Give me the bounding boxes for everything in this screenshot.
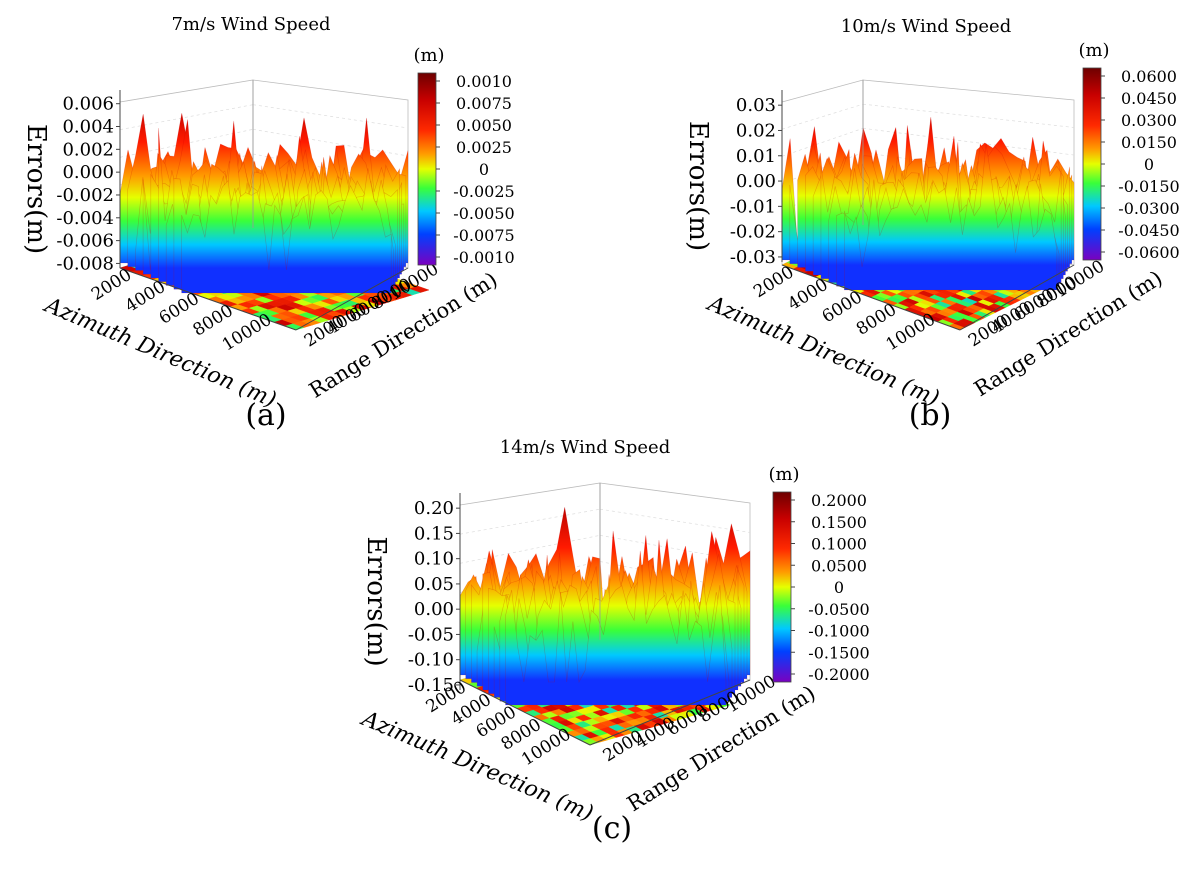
colorbar-unit: (m) <box>768 464 799 485</box>
z-tick-label: 0.01 <box>736 146 776 167</box>
z-tick-label: -0.006 <box>56 231 114 252</box>
colorbar-tick-label: 0.0050 <box>456 116 512 135</box>
colorbar-tick-label: -0.0050 <box>453 204 514 223</box>
colorbar-tick-label: 0.0300 <box>1121 111 1177 130</box>
surface-ridge <box>843 143 1058 291</box>
colorbar-tick-label: -0.0075 <box>453 226 514 245</box>
colorbar-tick-label: -0.0500 <box>808 600 869 619</box>
error-surface <box>119 113 409 294</box>
x-axis-line <box>781 264 961 331</box>
colorbar-tick-label: -0.0150 <box>1118 177 1179 196</box>
z-tick-label: -0.008 <box>56 253 114 274</box>
grid-line <box>781 128 864 157</box>
colorbar-tick-label: 0.0150 <box>1121 133 1177 152</box>
z-tick-label: -0.01 <box>730 196 776 217</box>
z-axis-title: Errors(m) <box>683 121 713 251</box>
z-tick-label: -0.02 <box>730 222 776 243</box>
colorbar <box>417 72 437 266</box>
z-tick-label: -0.03 <box>730 247 776 268</box>
z-axis-title: Errors(m) <box>21 124 51 254</box>
colorbar-tick-label: -0.2000 <box>808 665 869 684</box>
colorbar-tick-label: -0.0300 <box>1118 199 1179 218</box>
z-tick-label: 0.20 <box>414 498 454 519</box>
z-tick-label: 0.00 <box>414 599 454 620</box>
grid-line <box>599 508 751 533</box>
colorbar-tick-label: 0.0025 <box>456 138 512 157</box>
error-surface <box>459 507 751 706</box>
grid-line <box>119 104 254 131</box>
colorbar-tick-label: -0.0450 <box>1118 221 1179 240</box>
panel-label: (a) <box>245 398 286 433</box>
colorbar-tick-label: 0 <box>1144 155 1154 174</box>
x-axis-line <box>459 679 591 746</box>
z-tick-label: 0.10 <box>414 549 454 570</box>
z-tick-label: -0.10 <box>408 650 454 671</box>
colorbar-tick-label: 0 <box>834 578 844 597</box>
colorbar-tick-label: 0.0075 <box>456 94 512 113</box>
z-axis-title: Errors(m) <box>361 536 391 666</box>
colorbar-unit: (m) <box>413 45 444 66</box>
error-surface <box>781 116 1075 291</box>
colorbar-tick-label: -0.1500 <box>808 643 869 662</box>
colorbar <box>1082 67 1102 261</box>
surface-ridge <box>181 168 392 294</box>
panel-b: -0.03-0.02-0.010.000.010.020.03200040006… <box>683 16 1180 433</box>
colorbar-tick-label: -0.0600 <box>1118 243 1179 262</box>
grid-line <box>252 104 409 129</box>
z-tick-label: 0.02 <box>736 120 776 141</box>
panel-label: (b) <box>909 398 952 433</box>
grid-line <box>781 103 864 130</box>
z-tick-label: 0.15 <box>414 523 454 544</box>
chart-title: 14m/s Wind Speed <box>500 437 670 458</box>
y-axis-line <box>959 264 1075 331</box>
colorbar-tick-label: 0.0600 <box>1121 67 1177 86</box>
x-axis-line <box>119 267 297 331</box>
z-tick-label: 0.002 <box>62 139 114 160</box>
z-tick-label: 0.004 <box>62 117 114 138</box>
colorbar-tick-label: 0.0010 <box>456 72 512 91</box>
z-tick-label: -0.004 <box>56 208 114 229</box>
z-tick-label: 0.006 <box>62 94 114 115</box>
panel-label: (c) <box>592 811 632 846</box>
z-tick-label: -0.05 <box>408 624 454 645</box>
panel-c: -0.15-0.10-0.050.000.050.100.150.2020004… <box>356 437 869 846</box>
colorbar-tick-label: -0.0010 <box>453 248 514 267</box>
y-axis-line <box>295 267 409 331</box>
colorbar-tick-label: 0.2000 <box>811 491 867 510</box>
colorbar-tick-label: -0.1000 <box>808 622 869 641</box>
z-tick-label: 0.03 <box>736 95 776 116</box>
grid-line <box>252 128 409 157</box>
colorbar-tick-label: -0.0025 <box>453 182 514 201</box>
surface-ridge <box>505 550 727 706</box>
colorbar-tick-label: 0.0500 <box>811 556 867 575</box>
z-tick-label: 0.00 <box>736 171 776 192</box>
z-tick-label: -0.15 <box>408 675 454 696</box>
panel-a: -0.008-0.006-0.004-0.0020.0000.0020.0040… <box>21 14 515 433</box>
floor-cell <box>409 285 430 293</box>
colorbar-tick-label: 0.1500 <box>811 513 867 532</box>
colorbar-tick-label: 0.1000 <box>811 535 867 554</box>
colorbar-tick-label: 0 <box>479 160 489 179</box>
z-tick-label: -0.002 <box>56 185 114 206</box>
chart-title: 7m/s Wind Speed <box>171 14 330 35</box>
colorbar <box>772 491 792 683</box>
colorbar-unit: (m) <box>1078 40 1109 61</box>
z-tick-label: 0.05 <box>414 574 454 595</box>
colorbar-tick-label: 0.0450 <box>1121 89 1177 108</box>
z-tick-label: 0.000 <box>62 162 114 183</box>
y-axis-line <box>589 679 751 746</box>
grid-line <box>862 103 1075 128</box>
chart-title: 10m/s Wind Speed <box>841 16 1011 37</box>
